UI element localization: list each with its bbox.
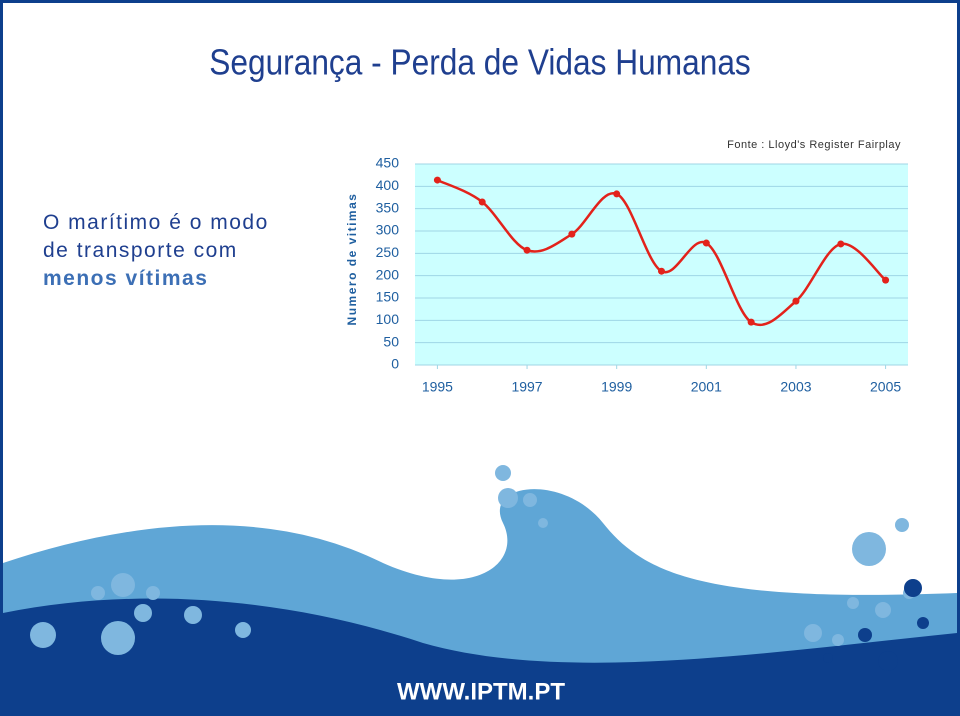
bubbles-dark <box>823 579 929 671</box>
data-point <box>882 276 890 284</box>
data-point <box>658 267 665 275</box>
data-point <box>568 230 576 238</box>
y-tick-label: 150 <box>376 289 400 305</box>
body-plain-word: o <box>182 211 203 234</box>
data-point <box>702 239 710 247</box>
x-tick-label: 1999 <box>601 379 632 395</box>
y-tick-label: 50 <box>383 333 399 349</box>
y-axis-title: Numero de vitimas <box>345 193 359 326</box>
data-point <box>478 198 486 206</box>
x-tick-label: 1997 <box>511 379 542 395</box>
data-point <box>433 176 441 184</box>
body-emphasis-word: vítimas <box>118 267 208 290</box>
x-tick-label: 1995 <box>422 379 453 395</box>
y-tick-label: 0 <box>391 356 399 372</box>
body-plain-word: de <box>43 239 69 262</box>
body-plain-word: O <box>43 211 61 234</box>
body-plain-word: modo <box>203 211 269 234</box>
y-tick-label: 400 <box>376 177 400 193</box>
body-plain-word: transporte <box>69 239 186 262</box>
slide-title: Segurança - Perda de Vidas Humanas <box>209 43 751 83</box>
body-plain-word: com <box>186 239 238 262</box>
x-tick-label: 2005 <box>870 379 901 395</box>
data-point <box>792 297 800 305</box>
y-tick-label: 250 <box>376 244 400 260</box>
data-point <box>837 240 845 248</box>
y-tick-label: 300 <box>376 222 400 238</box>
source-note: Fonte : Lloyd's Register Fairplay <box>727 139 901 151</box>
bubbles <box>30 465 915 655</box>
y-tick-label: 350 <box>376 199 400 215</box>
plot-background <box>415 164 908 365</box>
body-plain-word: marítimo <box>61 211 162 234</box>
data-point <box>747 318 755 326</box>
x-tick-label: 2003 <box>780 379 811 395</box>
footer-url: WWW.IPTM.PT <box>397 678 565 705</box>
data-point <box>613 190 621 198</box>
chart: Segurança - Perda de Vidas Humanas Fonte… <box>3 43 957 713</box>
body-plain-word: é <box>162 211 183 234</box>
data-point <box>523 246 531 254</box>
body-emphasis-word: menos <box>43 267 118 290</box>
body-text: O marítimo é o modo de transporte com meno… <box>43 211 269 290</box>
y-tick-label: 100 <box>376 311 400 327</box>
y-tick-label: 450 <box>376 155 400 171</box>
x-tick-label: 2001 <box>691 379 722 395</box>
y-tick-label: 200 <box>376 266 400 282</box>
